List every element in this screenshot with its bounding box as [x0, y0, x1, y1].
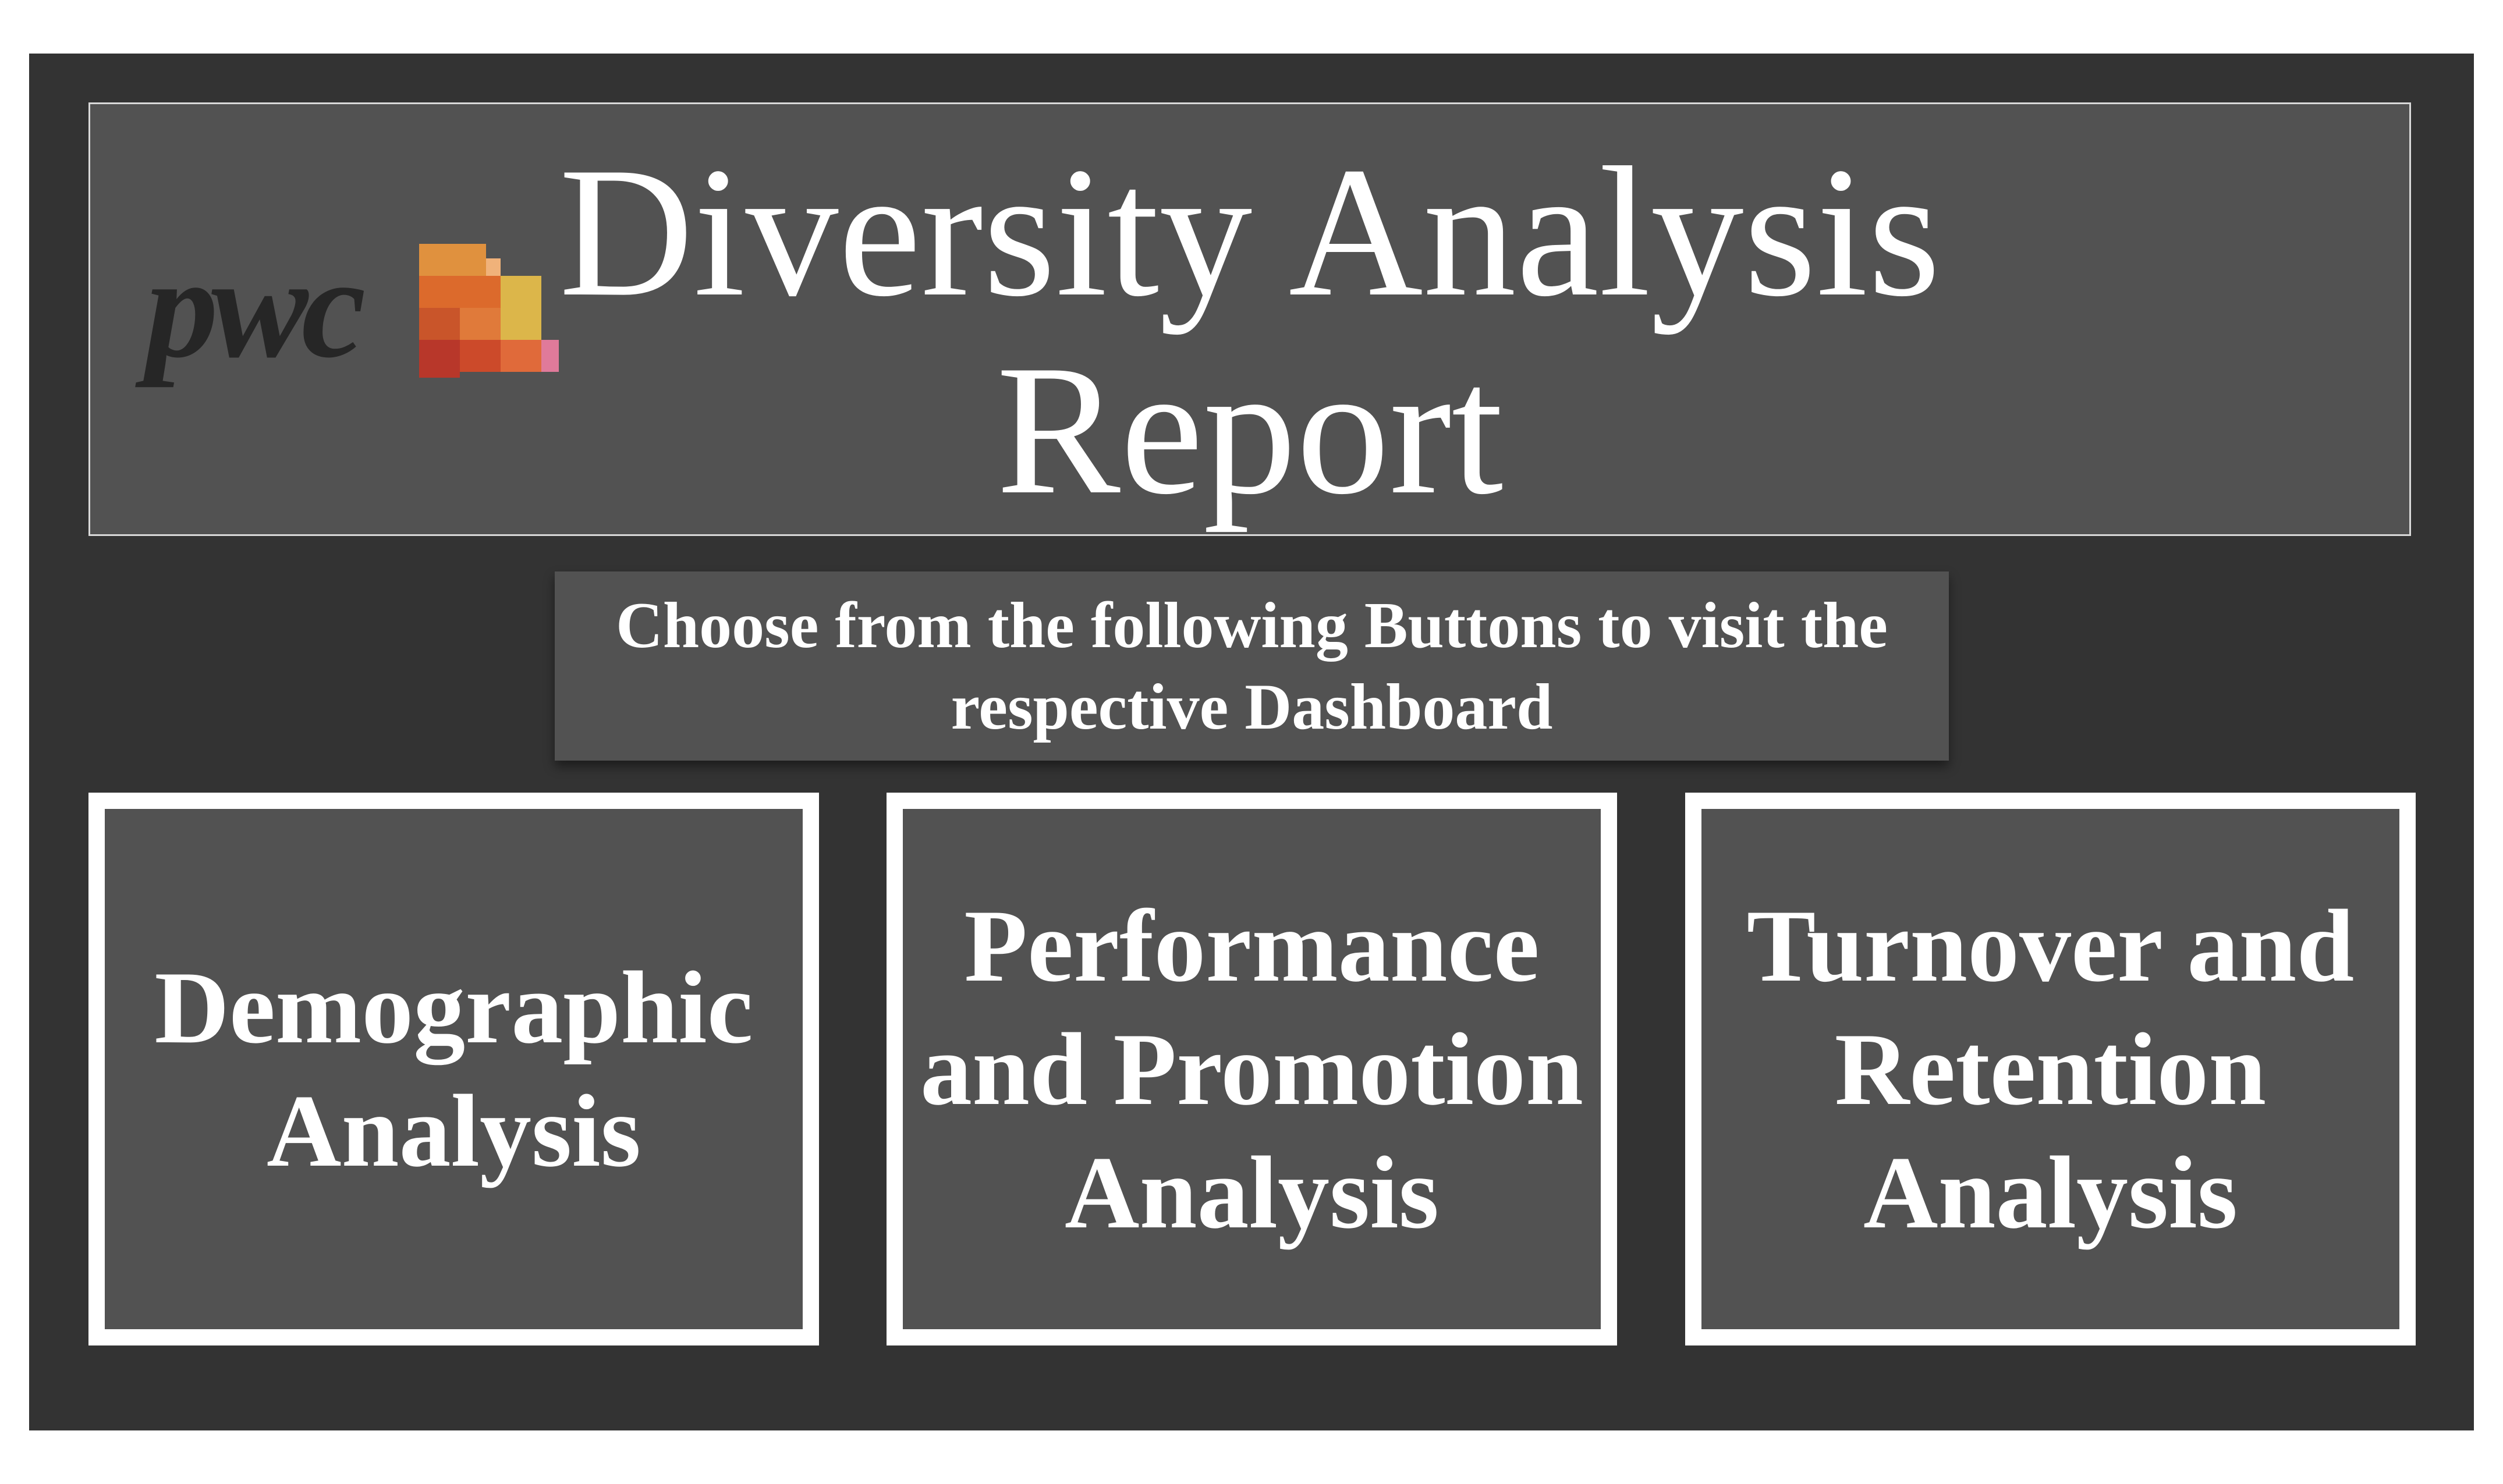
turnover-retention-analysis-button[interactable]: Turnover and Retention Analysis [1685, 793, 2416, 1345]
report-header: pwc Diversity Analysis Report [88, 102, 2411, 536]
button-label: Turnover and Retention Analysis [1746, 888, 2355, 1250]
instruction-banner: Choose from the following Buttons to vis… [555, 571, 1949, 761]
dashboard-frame: pwc Diversity Analysis Report Choose fro… [29, 54, 2474, 1430]
logo-wordmark: pwc [146, 227, 366, 388]
button-label: Demographic Analysis [154, 950, 753, 1188]
button-label: Performance and Promotion Analysis [920, 888, 1584, 1250]
page-title: Diversity Analysis Report [559, 129, 1941, 533]
performance-promotion-analysis-button[interactable]: Performance and Promotion Analysis [887, 793, 1617, 1345]
pwc-logo: pwc [146, 227, 588, 395]
logo-mosaic-icon [419, 244, 559, 378]
demographic-analysis-button[interactable]: Demographic Analysis [88, 793, 819, 1345]
